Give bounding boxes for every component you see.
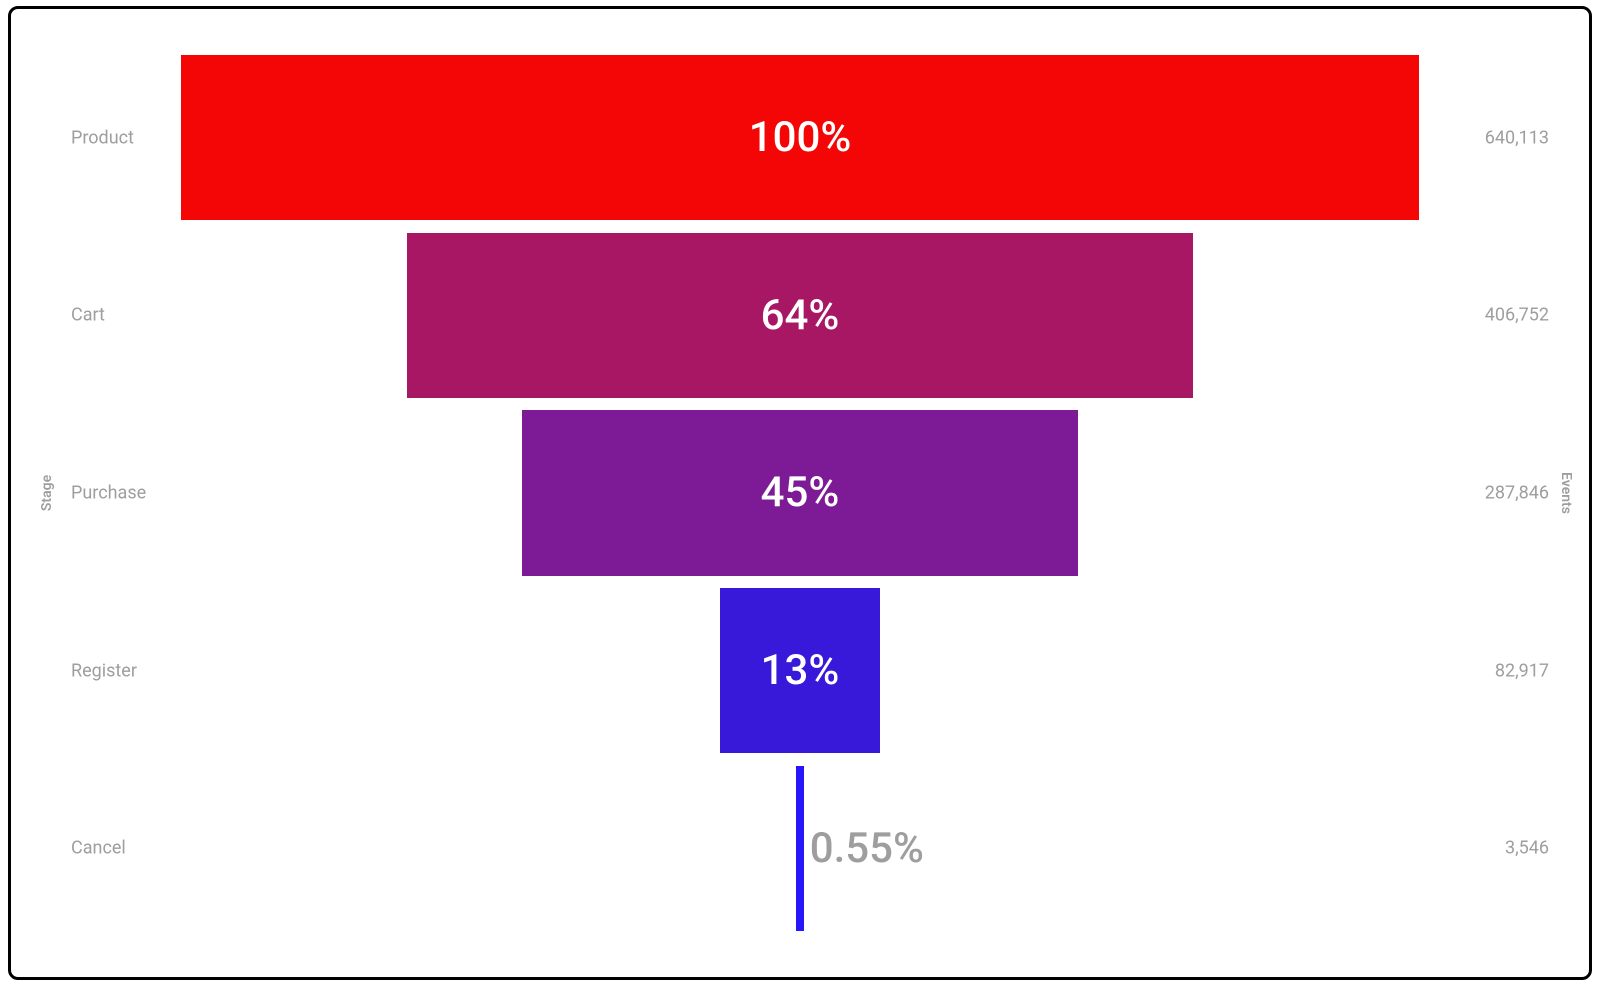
funnel-stage-row: Product 100% 640,113: [71, 49, 1549, 227]
funnel-bar-register: 13%: [720, 588, 880, 753]
left-axis-title: Stage: [39, 475, 55, 511]
pct-label: 0.55%: [810, 824, 924, 873]
events-label: 406,752: [1429, 305, 1549, 326]
funnel-stage-row: Purchase 45% 287,846: [71, 404, 1549, 582]
pct-label: 64%: [761, 291, 840, 340]
funnel-chart-container: Stage Events Product 100% 640,113 Cart 6…: [8, 6, 1592, 980]
events-label: 640,113: [1429, 127, 1549, 148]
stage-label: Product: [71, 127, 181, 148]
plot-area: Product 100% 640,113 Cart 64% 406,752 Pu…: [71, 49, 1549, 937]
right-axis-title: Events: [1558, 472, 1574, 514]
bar-zone: 100%: [181, 49, 1419, 227]
pct-label: 45%: [761, 468, 840, 517]
pct-label: 100%: [749, 113, 852, 162]
funnel-bar-cancel: 0.55%: [796, 766, 803, 931]
funnel-stage-row: Cancel 0.55% 3,546: [71, 759, 1549, 937]
events-label: 82,917: [1429, 660, 1549, 681]
pct-label: 13%: [761, 646, 840, 695]
funnel-stage-row: Cart 64% 406,752: [71, 227, 1549, 405]
bar-zone: 13%: [181, 582, 1419, 760]
bar-zone: 0.55%: [181, 759, 1419, 937]
bar-zone: 64%: [181, 227, 1419, 405]
funnel-stage-row: Register 13% 82,917: [71, 582, 1549, 760]
stage-label: Cancel: [71, 838, 181, 859]
events-label: 287,846: [1429, 482, 1549, 503]
stage-label: Register: [71, 660, 181, 681]
stage-label: Cart: [71, 305, 181, 326]
funnel-bar-cart: 64%: [407, 233, 1194, 398]
bar-zone: 45%: [181, 404, 1419, 582]
funnel-bar-product: 100%: [181, 55, 1419, 220]
events-label: 3,546: [1429, 838, 1549, 859]
stage-label: Purchase: [71, 482, 181, 503]
funnel-bar-purchase: 45%: [522, 410, 1079, 575]
